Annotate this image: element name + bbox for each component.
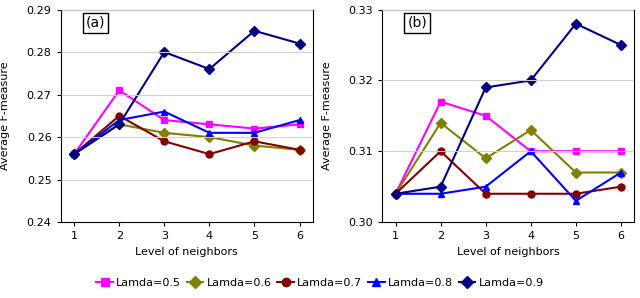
X-axis label: Level of neighbors: Level of neighbors [457,247,559,257]
Y-axis label: Average F-measure: Average F-measure [0,61,10,170]
Y-axis label: Average F-measure: Average F-measure [321,61,332,170]
X-axis label: Level of neighbors: Level of neighbors [136,247,238,257]
Legend: Lamda=0.5, Lamda=0.6, Lamda=0.7, Lamda=0.8, Lamda=0.9: Lamda=0.5, Lamda=0.6, Lamda=0.7, Lamda=0… [92,274,548,292]
Text: (b): (b) [407,16,427,30]
Text: (a): (a) [86,16,106,30]
